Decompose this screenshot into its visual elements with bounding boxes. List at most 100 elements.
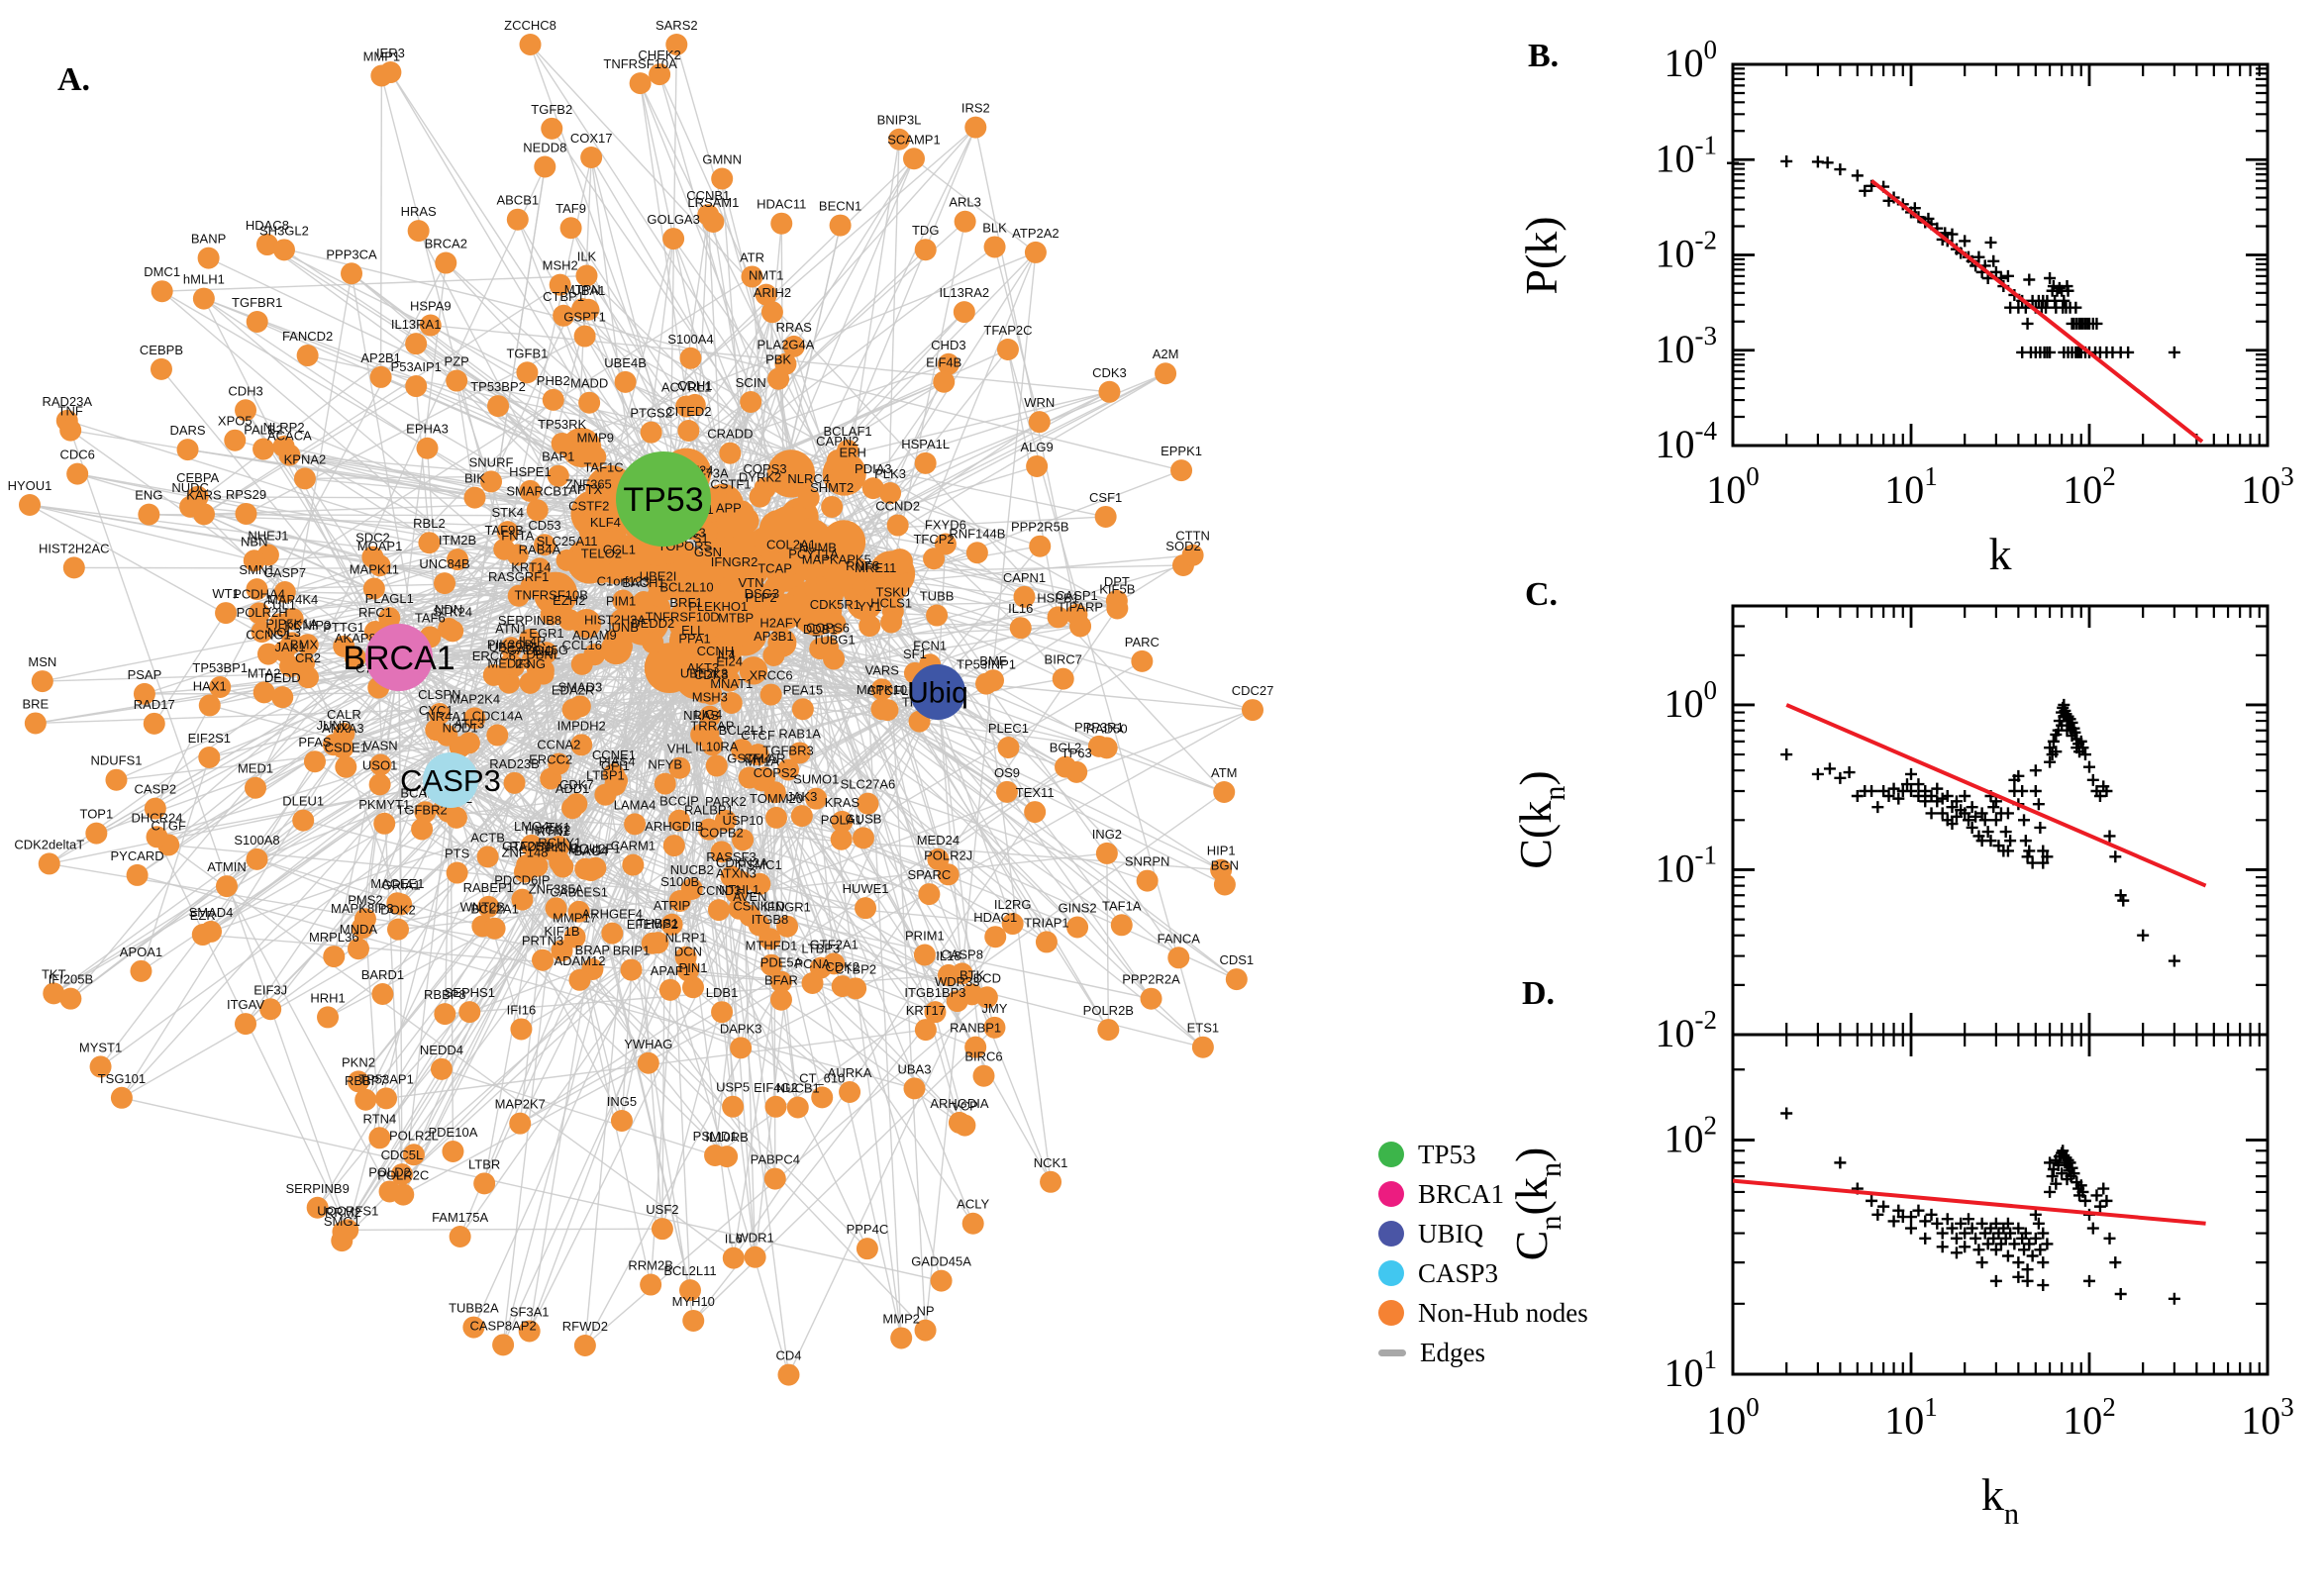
network-node-label: NOL3	[267, 625, 301, 640]
network-edge	[993, 247, 1041, 423]
network-node-label: ARHGDIA	[930, 1096, 989, 1111]
network-node-label: COL2A1	[766, 538, 816, 552]
network-node-label: RANBP1	[950, 1021, 1001, 1036]
network-node-label: CDK3	[1092, 365, 1127, 380]
network-node	[293, 652, 316, 675]
casp3-swatch-icon	[1378, 1260, 1404, 1286]
network-edge	[121, 1097, 942, 1282]
network-node	[668, 756, 691, 779]
network-node-label: PCYT1A	[788, 547, 839, 561]
network-node-label: BRCA2	[425, 237, 467, 251]
network-edge	[780, 223, 785, 555]
network-node-label: CSDE1	[325, 741, 367, 755]
network-node	[252, 681, 275, 704]
network-edge	[291, 273, 353, 620]
network-node	[766, 449, 816, 498]
ubiq-swatch-icon	[1378, 1221, 1404, 1247]
network-node	[549, 273, 571, 296]
network-node-label: RAD23A	[42, 394, 92, 409]
network-node	[1140, 987, 1162, 1010]
network-node	[499, 652, 522, 675]
network-node	[823, 648, 846, 670]
network-node	[151, 280, 173, 303]
network-edge	[801, 596, 1025, 817]
network-node	[1095, 842, 1118, 864]
network-node	[126, 863, 149, 886]
network-node	[770, 970, 793, 993]
network-node-label: DCN	[674, 944, 702, 958]
network-node-label: TP53RK	[538, 417, 586, 432]
network-node-label: PTS	[445, 847, 470, 861]
network-node	[473, 1172, 496, 1195]
network-node-label: HCLS1	[870, 596, 912, 611]
network-node-label: AVEN	[733, 889, 766, 904]
network-node-label: PBK	[765, 352, 791, 367]
network-edge	[155, 837, 349, 1231]
network-node-label: IFNGR1	[763, 900, 811, 915]
axis-title: kn	[1981, 1469, 2019, 1531]
network-node	[622, 853, 645, 876]
network-node-label: CFLAR	[744, 751, 786, 766]
network-node-label: GTF2H4	[502, 839, 552, 853]
network-edge	[189, 325, 432, 508]
network-edge	[256, 275, 753, 590]
network-node-label: PEA15	[783, 682, 823, 697]
network-edge	[161, 274, 587, 292]
network-node-label: EIF3J	[253, 982, 287, 997]
network-node-label: TAF1C	[583, 459, 623, 474]
network-node	[575, 264, 598, 287]
legend-item-brca1: BRCA1	[1378, 1174, 1588, 1214]
network-node-label: MTPN	[564, 282, 601, 297]
edge-swatch-icon	[1378, 1348, 1406, 1356]
network-node	[442, 620, 464, 643]
network-node-label: SCIN	[736, 375, 766, 390]
network-node-label: NUCB1	[776, 1081, 820, 1096]
network-node-label: ING5	[607, 1094, 637, 1109]
network-node-label: DHCR24	[131, 810, 182, 825]
network-node-label: UBA1	[571, 283, 605, 298]
network-node	[296, 345, 319, 367]
legend-item-nonhub: Non-Hub nodes	[1378, 1293, 1588, 1333]
network-node-label: ANXA3	[322, 721, 364, 736]
network-node-label: WRN	[1024, 395, 1055, 410]
network-node-label: TNFRSF10B	[515, 588, 588, 603]
network-node	[614, 370, 637, 393]
network-node-label: TCAP	[758, 560, 792, 575]
network-node	[914, 451, 937, 474]
network-node	[215, 602, 238, 625]
network-node-label: CDH1	[677, 378, 712, 393]
network-node	[362, 577, 385, 600]
network-node	[59, 987, 82, 1010]
network-node-label: MTBP	[718, 611, 754, 626]
network-node-label: CD4	[775, 1348, 801, 1363]
network-node	[765, 806, 788, 829]
network-node-label: ELL	[681, 623, 704, 638]
network-node-label: YY1	[858, 599, 882, 614]
network-node	[677, 420, 700, 443]
network-node	[347, 938, 369, 960]
network-node	[191, 924, 214, 947]
network-node-label: IFI16	[507, 1002, 537, 1017]
network-node-label: CSNK1D	[733, 899, 785, 914]
network-node	[739, 656, 768, 685]
network-edge	[571, 807, 689, 971]
network-node-label: ARHGDIB	[645, 819, 703, 834]
network-node	[1087, 735, 1110, 757]
network-edge	[70, 429, 589, 516]
network-node-label: ZNF385A	[529, 881, 584, 896]
network-node-label: MMP1	[363, 50, 401, 64]
network-node	[930, 1269, 953, 1292]
network-node-label: PPP2R5B	[1011, 520, 1069, 535]
tick-label: 103	[2241, 461, 2294, 512]
network-node-label: ATMIN	[207, 859, 246, 874]
network-node	[954, 210, 976, 233]
network-node-label: ERH	[839, 445, 865, 459]
network-node-label: COPB2	[700, 825, 744, 840]
network-node-label: BCL2L11	[663, 1263, 716, 1278]
network-node	[62, 556, 85, 579]
network-node	[610, 636, 633, 658]
network-node-label: PHB2	[537, 373, 570, 388]
network-node-label: BAG4	[574, 844, 609, 858]
network-node	[651, 1218, 673, 1241]
network-edge	[445, 262, 664, 500]
